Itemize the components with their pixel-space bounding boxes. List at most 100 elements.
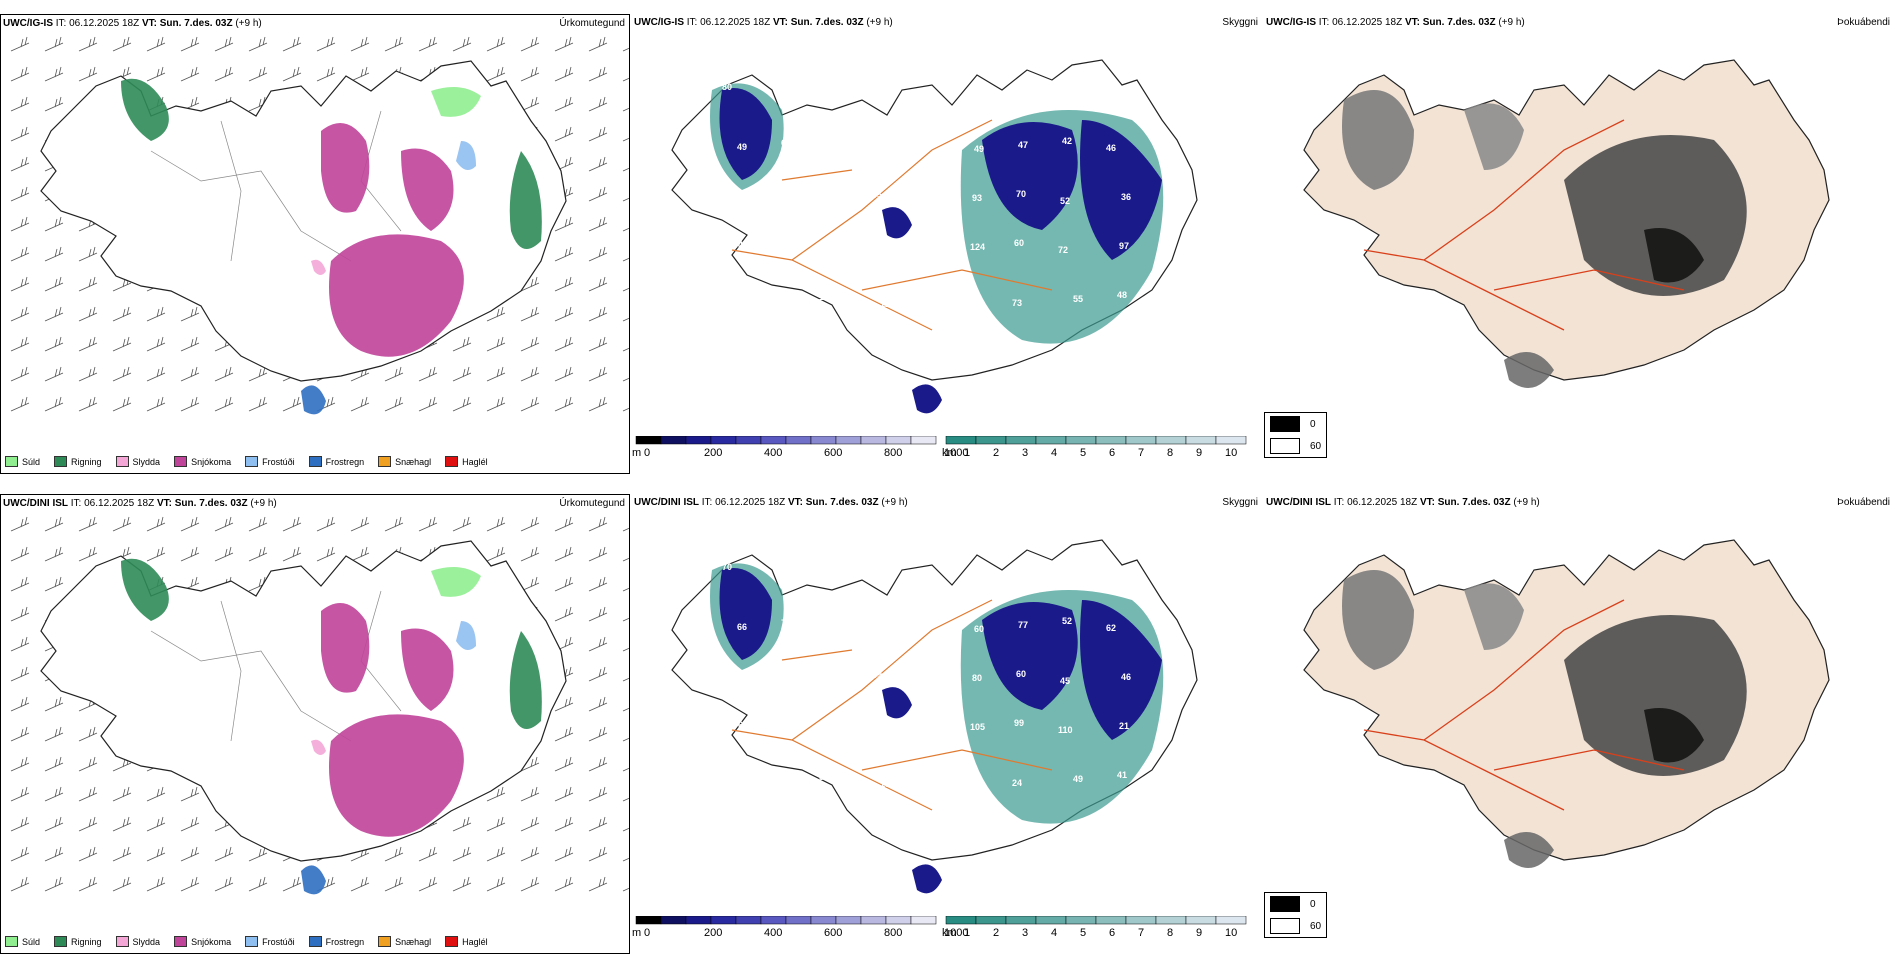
scale-tick: 0 bbox=[644, 927, 650, 938]
precip-legend-item: Haglél bbox=[445, 456, 488, 467]
scale-tick: 200 bbox=[704, 447, 722, 458]
legend-label: Snæhagl bbox=[395, 936, 432, 947]
visibility-label: 60 bbox=[974, 624, 984, 634]
precip-legend-item: Snjókoma bbox=[174, 456, 231, 467]
legend-label: Frostúði bbox=[262, 936, 295, 947]
visibility-map: 70 61 48 46 53 46 50 57 56 66 78 53 83 50 60 77 52 62 43 64… bbox=[671, 539, 1198, 894]
visibility-panel-bottom: UWC/DINI ISL IT: 06.12.2025 18Z VT: Sun.… bbox=[632, 494, 1262, 954]
precip-legend-item: Frostregn bbox=[308, 456, 365, 467]
legend-swatch bbox=[245, 456, 259, 467]
fog-panel-top: UWC/IG-IS IT: 06.12.2025 18Z VT: Sun. 7.… bbox=[1264, 14, 1894, 474]
visibility-label: 73 bbox=[1012, 298, 1022, 308]
legend-label: Haglél bbox=[462, 936, 488, 947]
visibility-label: 55 bbox=[1073, 294, 1083, 304]
visibility-label: 36 bbox=[779, 187, 789, 197]
visibility-label: 44 bbox=[924, 775, 934, 785]
scale-tick: 400 bbox=[764, 447, 782, 458]
visibility-label: 52 bbox=[1062, 616, 1072, 626]
visibility-label: 21 bbox=[1119, 721, 1129, 731]
scale-tick: 1 bbox=[964, 927, 970, 938]
visibility-label: 99 bbox=[1014, 718, 1024, 728]
visibility-label: 79 bbox=[731, 300, 741, 310]
fog-legend-item: 60 bbox=[1265, 915, 1326, 937]
visibility-label: 41 bbox=[735, 191, 745, 201]
scale-tick: 4 bbox=[1051, 447, 1057, 458]
precip-legend-item: Frostúði bbox=[245, 456, 295, 467]
scale-tick: 8 bbox=[1167, 447, 1173, 458]
scale-tick: 5 bbox=[1080, 927, 1086, 938]
visibility-label: 110 bbox=[1058, 725, 1073, 735]
precip-legend-item: Slydda bbox=[115, 936, 161, 947]
visibility-label: 46 bbox=[1121, 672, 1131, 682]
visibility-label: 81 bbox=[729, 349, 739, 359]
visibility-label: 96 bbox=[968, 291, 978, 301]
precip-legend-item: Snæhagl bbox=[378, 456, 431, 467]
legend-label: Súld bbox=[22, 936, 41, 947]
legend-swatch bbox=[54, 936, 68, 947]
visibility-label: 45 bbox=[1064, 87, 1074, 97]
visibility-label: 72 bbox=[1058, 245, 1068, 255]
visibility-label: 53 bbox=[1020, 91, 1030, 101]
visibility-label: 80 bbox=[972, 673, 982, 683]
precip-legend-item: Haglél bbox=[445, 936, 488, 947]
visibility-label: 48 bbox=[924, 295, 934, 305]
visibility-label: 105 bbox=[867, 190, 882, 200]
precip-legend-item: Snæhagl bbox=[378, 936, 431, 947]
visibility-label: 53 bbox=[825, 614, 835, 624]
scale-unit: km bbox=[942, 927, 957, 938]
scale-tick: 10 bbox=[1225, 927, 1237, 938]
scale-tick: 6 bbox=[1109, 447, 1115, 458]
scale-tick: 3 bbox=[1022, 927, 1028, 938]
visibility-label: 37 bbox=[976, 84, 986, 94]
visibility-scale-km: km 1 2 3 4 5 6 7 8 9 10 bbox=[942, 916, 1247, 938]
scale-tick: 800 bbox=[884, 447, 902, 458]
legend-label: 0 bbox=[1310, 418, 1316, 430]
legend-swatch bbox=[378, 936, 392, 947]
visibility-label: 78 bbox=[781, 618, 791, 628]
scale-tick: 2 bbox=[993, 927, 999, 938]
visibility-label: 48 bbox=[1108, 83, 1118, 93]
visibility-map: 80 70 52 35 37 37 53 45 48 49 69 50 53 52 49 47 42 46 41 36… bbox=[671, 59, 1198, 414]
legend-swatch bbox=[115, 936, 129, 947]
scale-tick: 6 bbox=[1109, 927, 1115, 938]
panel-header: UWC/IG-IS IT: 06.12.2025 18Z VT: Sun. 7.… bbox=[1266, 17, 1525, 28]
visibility-label: 46 bbox=[1106, 143, 1116, 153]
legend-label: Slydda bbox=[132, 936, 161, 947]
fog-map bbox=[1303, 539, 1830, 868]
visibility-label: 46 bbox=[871, 572, 881, 582]
scale-tick: 1 bbox=[964, 447, 970, 458]
scale-tick: 800 bbox=[884, 927, 902, 938]
visibility-label: 43 bbox=[735, 671, 745, 681]
visibility-label: 133 bbox=[775, 296, 790, 306]
scale-tick: 2 bbox=[993, 447, 999, 458]
visibility-label: 97 bbox=[1119, 241, 1129, 251]
scale-tick: 0 bbox=[644, 447, 650, 458]
legend-swatch bbox=[245, 936, 259, 947]
visibility-label: 60 bbox=[1014, 238, 1024, 248]
visibility-label: 174 bbox=[819, 292, 834, 302]
visibility-label: 47 bbox=[1018, 140, 1028, 150]
legend-label: Snjókoma bbox=[191, 936, 232, 947]
visibility-label: 42 bbox=[1062, 136, 1072, 146]
visibility-label: 61 bbox=[783, 569, 793, 579]
panel-header: UWC/IG-IS IT: 06.12.2025 18Z VT: Sun. 7.… bbox=[3, 18, 262, 29]
legend-label: Frostregn bbox=[325, 936, 365, 947]
scale-tick: 10 bbox=[1225, 447, 1237, 458]
precip-legend-item: Súld bbox=[5, 936, 40, 947]
legend-label: Frostúði bbox=[262, 456, 295, 467]
scale-tick: 1000 bbox=[944, 927, 968, 938]
visibility-label: 77 bbox=[1018, 620, 1028, 630]
legend-swatch bbox=[1270, 918, 1300, 934]
panel-header: UWC/DINI ISL IT: 06.12.2025 18Z VT: Sun.… bbox=[634, 497, 908, 508]
scale-tick: 200 bbox=[704, 927, 722, 938]
legend-swatch bbox=[54, 456, 68, 467]
legend-label: Snjókoma bbox=[191, 456, 232, 467]
legend-label: Frostregn bbox=[325, 456, 365, 467]
visibility-label: 49 bbox=[1073, 774, 1083, 784]
legend-label: Rigning bbox=[71, 456, 102, 467]
precip-legend-item: Snjókoma bbox=[174, 936, 231, 947]
visibility-label: 63 bbox=[928, 666, 938, 676]
visibility-label: 58 bbox=[823, 194, 833, 204]
legend-label: Snæhagl bbox=[395, 456, 432, 467]
legend-label: Súld bbox=[22, 456, 41, 467]
